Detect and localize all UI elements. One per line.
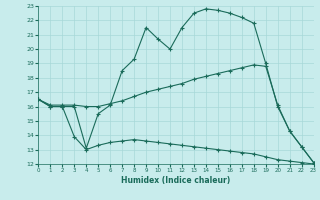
X-axis label: Humidex (Indice chaleur): Humidex (Indice chaleur): [121, 176, 231, 185]
